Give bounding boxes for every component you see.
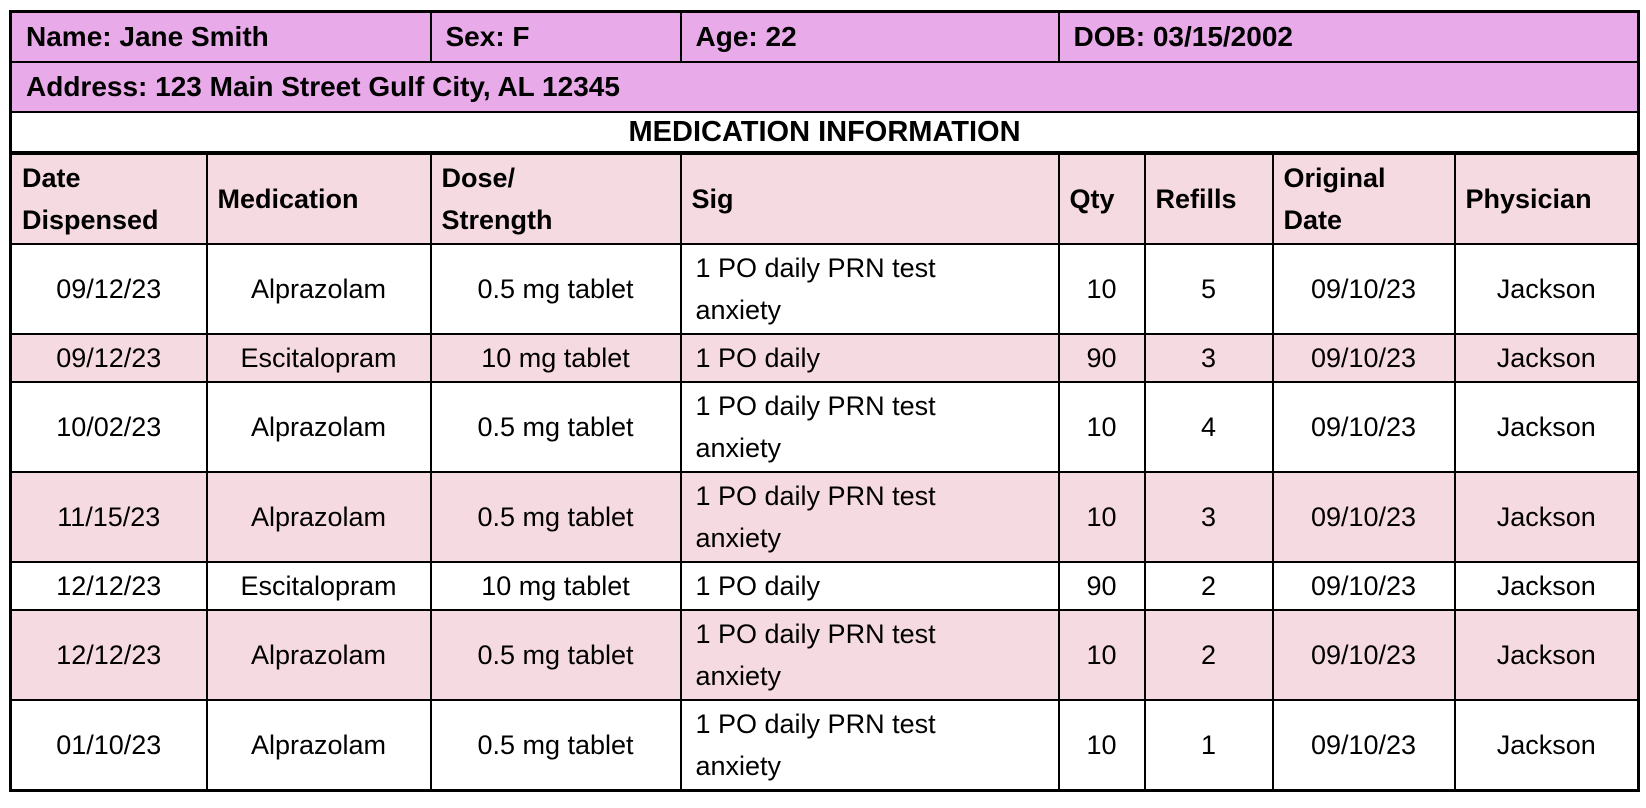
table-row: 11/15/23 Alprazolam 0.5 mg tablet 1 PO d… xyxy=(9,470,1640,563)
column-header-sig: Sig xyxy=(679,151,1060,245)
cell-date-dispensed: 11/15/23 xyxy=(9,470,208,563)
cell-sig: 1 PO daily PRN test anxiety xyxy=(679,698,1060,792)
cell-physician: Jackson xyxy=(1453,470,1640,563)
cell-physician: Jackson xyxy=(1453,332,1640,383)
cell-sig: 1 PO daily PRN test anxiety xyxy=(679,470,1060,563)
cell-dose-strength: 0.5 mg tablet xyxy=(429,242,682,335)
patient-sex-field: Sex: F xyxy=(429,10,682,63)
cell-medication: Escitalopram xyxy=(205,560,432,611)
table-row: 12/12/23 Alprazolam 0.5 mg tablet 1 PO d… xyxy=(9,608,1640,701)
cell-qty: 90 xyxy=(1057,560,1146,611)
table-row: 09/12/23 Alprazolam 0.5 mg tablet 1 PO d… xyxy=(9,242,1640,335)
column-header-refills: Refills xyxy=(1143,151,1274,245)
cell-refills: 1 xyxy=(1143,698,1274,792)
cell-dose-strength: 10 mg tablet xyxy=(429,560,682,611)
cell-original-date: 09/10/23 xyxy=(1271,380,1456,473)
cell-original-date: 09/10/23 xyxy=(1271,560,1456,611)
column-header-original-date: Original Date xyxy=(1271,151,1456,245)
cell-date-dispensed: 10/02/23 xyxy=(9,380,208,473)
cell-physician: Jackson xyxy=(1453,560,1640,611)
column-header-physician: Physician xyxy=(1453,151,1640,245)
patient-age-field: Age: 22 xyxy=(679,10,1060,63)
cell-medication: Alprazolam xyxy=(205,608,432,701)
patient-dob-field: DOB: 03/15/2002 xyxy=(1057,10,1640,63)
table-row: 09/12/23 Escitalopram 10 mg tablet 1 PO … xyxy=(9,332,1640,383)
cell-sig: 1 PO daily PRN test anxiety xyxy=(679,608,1060,701)
table-row: 12/12/23 Escitalopram 10 mg tablet 1 PO … xyxy=(9,560,1640,611)
patient-address-field: Address: 123 Main Street Gulf City, AL 1… xyxy=(9,60,1640,113)
table-row: 01/10/23 Alprazolam 0.5 mg tablet 1 PO d… xyxy=(9,698,1640,792)
cell-refills: 5 xyxy=(1143,242,1274,335)
cell-dose-strength: 0.5 mg tablet xyxy=(429,608,682,701)
table-header-row: Date Dispensed Medication Dose/ Strength… xyxy=(9,151,1640,245)
cell-medication: Alprazolam xyxy=(205,380,432,473)
cell-physician: Jackson xyxy=(1453,608,1640,701)
column-header-dose-strength: Dose/ Strength xyxy=(429,151,682,245)
cell-date-dispensed: 12/12/23 xyxy=(9,560,208,611)
cell-sig: 1 PO daily PRN test anxiety xyxy=(679,380,1060,473)
section-title: MEDICATION INFORMATION xyxy=(9,110,1640,155)
cell-date-dispensed: 12/12/23 xyxy=(9,608,208,701)
cell-physician: Jackson xyxy=(1453,380,1640,473)
column-header-medication: Medication xyxy=(205,151,432,245)
column-header-qty: Qty xyxy=(1057,151,1146,245)
cell-dose-strength: 0.5 mg tablet xyxy=(429,380,682,473)
column-header-date-dispensed: Date Dispensed xyxy=(9,151,208,245)
cell-original-date: 09/10/23 xyxy=(1271,242,1456,335)
cell-qty: 90 xyxy=(1057,332,1146,383)
cell-dose-strength: 10 mg tablet xyxy=(429,332,682,383)
cell-refills: 3 xyxy=(1143,332,1274,383)
table-row: 10/02/23 Alprazolam 0.5 mg tablet 1 PO d… xyxy=(9,380,1640,473)
cell-qty: 10 xyxy=(1057,698,1146,792)
cell-medication: Escitalopram xyxy=(205,332,432,383)
cell-dose-strength: 0.5 mg tablet xyxy=(429,470,682,563)
cell-sig: 1 PO daily xyxy=(679,560,1060,611)
cell-medication: Alprazolam xyxy=(205,242,432,335)
cell-physician: Jackson xyxy=(1453,698,1640,792)
cell-medication: Alprazolam xyxy=(205,698,432,792)
cell-refills: 3 xyxy=(1143,470,1274,563)
cell-date-dispensed: 09/12/23 xyxy=(9,332,208,383)
cell-refills: 4 xyxy=(1143,380,1274,473)
cell-qty: 10 xyxy=(1057,470,1146,563)
cell-original-date: 09/10/23 xyxy=(1271,332,1456,383)
cell-original-date: 09/10/23 xyxy=(1271,608,1456,701)
cell-refills: 2 xyxy=(1143,560,1274,611)
section-title-row: MEDICATION INFORMATION xyxy=(9,110,1640,155)
cell-qty: 10 xyxy=(1057,608,1146,701)
cell-date-dispensed: 01/10/23 xyxy=(9,698,208,792)
medication-record-table: Name: Jane Smith Sex: F Age: 22 DOB: 03/… xyxy=(9,10,1641,792)
cell-qty: 10 xyxy=(1057,380,1146,473)
cell-original-date: 09/10/23 xyxy=(1271,470,1456,563)
cell-original-date: 09/10/23 xyxy=(1271,698,1456,792)
cell-date-dispensed: 09/12/23 xyxy=(9,242,208,335)
patient-info-row: Name: Jane Smith Sex: F Age: 22 DOB: 03/… xyxy=(9,10,1640,63)
cell-sig: 1 PO daily PRN test anxiety xyxy=(679,242,1060,335)
cell-physician: Jackson xyxy=(1453,242,1640,335)
patient-address-row: Address: 123 Main Street Gulf City, AL 1… xyxy=(9,60,1640,113)
cell-dose-strength: 0.5 mg tablet xyxy=(429,698,682,792)
cell-refills: 2 xyxy=(1143,608,1274,701)
cell-medication: Alprazolam xyxy=(205,470,432,563)
cell-sig: 1 PO daily xyxy=(679,332,1060,383)
cell-qty: 10 xyxy=(1057,242,1146,335)
patient-name-field: Name: Jane Smith xyxy=(9,10,432,63)
